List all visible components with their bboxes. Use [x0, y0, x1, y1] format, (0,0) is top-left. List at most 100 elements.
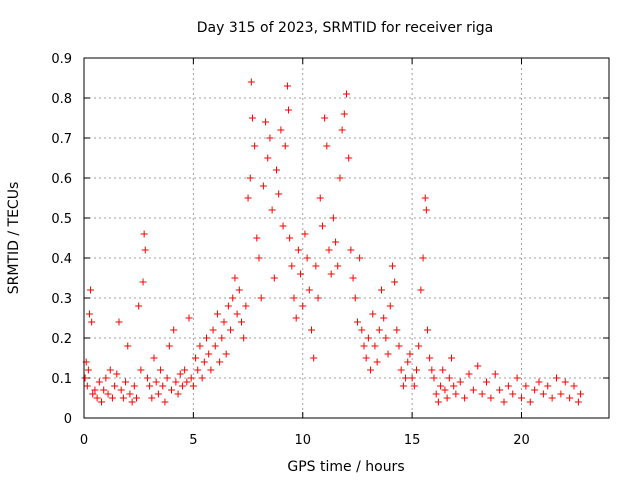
data-point — [185, 314, 193, 322]
data-point — [345, 154, 353, 162]
data-point — [399, 382, 407, 390]
data-point — [351, 294, 359, 302]
data-point — [310, 354, 318, 362]
data-point — [270, 274, 278, 282]
data-point — [452, 390, 460, 398]
data-point — [264, 154, 272, 162]
data-point — [340, 110, 348, 118]
data-point — [111, 382, 119, 390]
data-point — [139, 278, 147, 286]
data-point — [222, 350, 230, 358]
data-point — [413, 366, 420, 374]
data-point — [117, 386, 125, 394]
data-point — [124, 342, 132, 350]
data-point — [544, 382, 552, 390]
y-tick-label: 0.3 — [51, 292, 72, 307]
data-point — [419, 254, 427, 262]
data-point — [165, 342, 173, 350]
data-point — [456, 378, 464, 386]
data-point — [148, 394, 156, 402]
data-point — [474, 362, 482, 370]
data-point — [194, 366, 202, 374]
data-point — [203, 334, 210, 342]
data-point — [146, 382, 154, 390]
data-point — [426, 354, 434, 362]
data-point — [170, 326, 178, 334]
data-point — [227, 326, 235, 334]
data-point — [281, 142, 289, 150]
x-axis-label: GPS time / hours — [287, 459, 404, 475]
data-point — [100, 386, 108, 394]
data-point — [154, 390, 162, 398]
data-point — [303, 254, 311, 262]
data-point — [395, 342, 403, 350]
data-point — [192, 354, 200, 362]
data-point — [216, 358, 224, 366]
data-point — [358, 326, 366, 334]
data-point — [417, 286, 425, 294]
data-point — [196, 342, 204, 350]
data-point — [279, 222, 287, 230]
data-point — [566, 394, 574, 402]
x-tick-labels: 0 5 10 15 20 — [80, 433, 530, 448]
data-point — [251, 142, 259, 150]
y-tick-label: 0.8 — [51, 92, 72, 107]
data-point — [535, 378, 543, 386]
data-point — [290, 294, 298, 302]
data-point — [336, 174, 344, 182]
data-point — [174, 390, 182, 398]
data-point — [83, 382, 91, 390]
y-tick-label: 0.2 — [51, 332, 72, 347]
x-tick-label: 0 — [80, 433, 88, 448]
data-point — [349, 274, 357, 282]
data-point — [84, 366, 92, 374]
data-point — [283, 82, 291, 90]
data-point — [277, 126, 285, 134]
data-point — [410, 382, 418, 390]
data-point — [308, 326, 315, 334]
data-point — [360, 342, 368, 350]
data-point — [448, 354, 455, 362]
data-point — [224, 302, 232, 310]
data-point — [259, 182, 267, 190]
data-point — [200, 358, 208, 366]
x-tick-label: 15 — [404, 433, 421, 448]
data-point — [531, 386, 539, 394]
data-point — [268, 206, 276, 214]
data-point — [504, 382, 512, 390]
data-point — [198, 374, 206, 382]
data-point — [122, 378, 130, 386]
data-point — [314, 294, 322, 302]
data-point — [253, 234, 261, 242]
y-tick-label: 0 — [64, 412, 72, 427]
data-point — [98, 398, 105, 406]
data-point — [235, 286, 243, 294]
data-point — [294, 246, 302, 254]
data-point — [89, 390, 97, 398]
data-point — [362, 354, 370, 362]
data-point — [297, 270, 305, 278]
data-point — [388, 262, 396, 270]
chart-title: Day 315 of 2023, SRMTID for receiver rig… — [197, 20, 494, 36]
data-point — [133, 394, 140, 402]
data-point — [334, 262, 342, 270]
data-point — [402, 374, 410, 382]
data-point — [428, 366, 436, 374]
data-point — [386, 302, 394, 310]
y-tick-label: 0.6 — [51, 172, 72, 187]
data-point — [106, 366, 114, 374]
data-point — [244, 194, 252, 202]
data-point — [141, 246, 149, 254]
x-tick-label: 20 — [513, 433, 530, 448]
data-point — [285, 106, 293, 114]
y-tick-label: 0.4 — [51, 252, 72, 267]
data-point — [397, 366, 405, 374]
data-point — [211, 342, 219, 350]
data-point — [218, 334, 226, 342]
data-point — [246, 174, 254, 182]
data-point — [483, 378, 490, 386]
data-point — [288, 262, 296, 270]
data-point — [329, 214, 337, 222]
data-point — [150, 354, 158, 362]
